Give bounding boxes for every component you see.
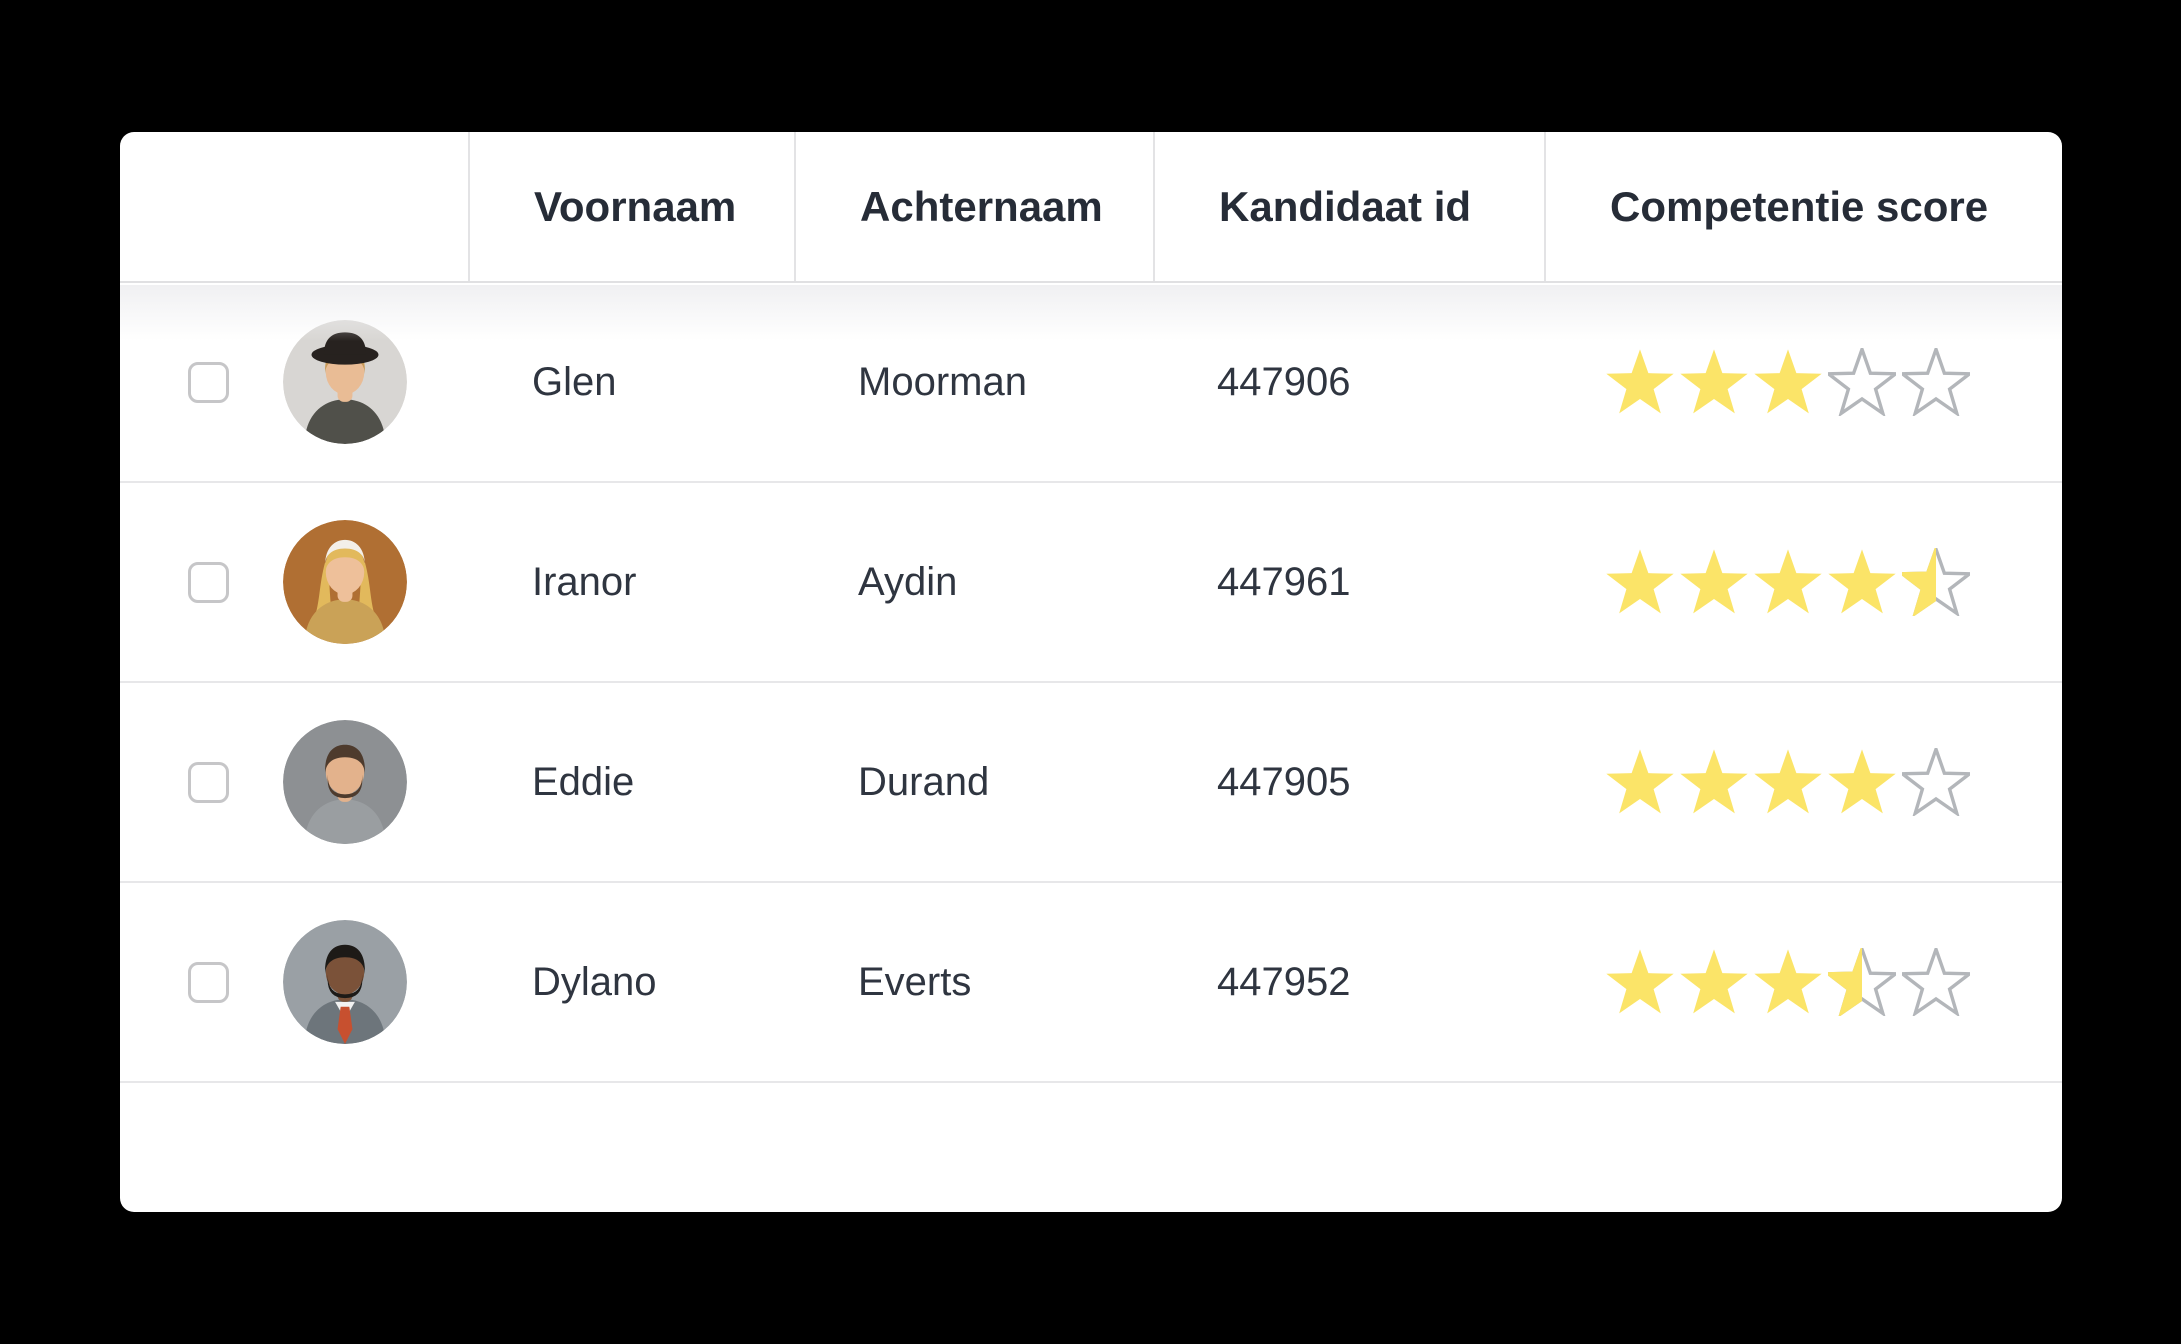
star-full-icon bbox=[1754, 949, 1822, 1014]
row-checkbox[interactable] bbox=[188, 361, 229, 403]
row-checkbox[interactable] bbox=[188, 561, 229, 603]
select-cell bbox=[120, 483, 468, 681]
star-full-icon bbox=[1754, 749, 1822, 814]
star-full-icon bbox=[1606, 549, 1674, 614]
column-header-kandidaat-id: Kandidaat id bbox=[1153, 132, 1544, 281]
kandidaat-id-cell: 447905 bbox=[1217, 759, 1351, 804]
candidate-table-card: Voornaam Achternaam Kandidaat id Compete… bbox=[120, 132, 2062, 1212]
star-empty-icon bbox=[1902, 748, 1970, 816]
achternaam-cell: Everts bbox=[858, 959, 972, 1004]
table-row: Iranor Aydin 447961 bbox=[120, 483, 2062, 683]
voornaam-cell: Iranor bbox=[532, 559, 637, 604]
competentie-score-rating bbox=[1544, 283, 2062, 481]
star-empty-icon bbox=[1902, 948, 1970, 1016]
avatar-photo bbox=[283, 520, 407, 644]
star-half-icon bbox=[1902, 548, 1970, 616]
star-full-icon bbox=[1828, 549, 1896, 614]
avatar bbox=[283, 320, 407, 444]
avatar bbox=[283, 520, 407, 644]
table-row: Eddie Durand 447905 bbox=[120, 683, 2062, 883]
achternaam-cell: Aydin bbox=[858, 559, 958, 604]
avatar-photo bbox=[283, 720, 407, 844]
column-header-select bbox=[120, 132, 468, 281]
column-header-achternaam: Achternaam bbox=[794, 132, 1153, 281]
voornaam-cell: Dylano bbox=[532, 959, 657, 1004]
select-cell bbox=[120, 883, 468, 1081]
competentie-score-rating bbox=[1544, 883, 2062, 1081]
voornaam-cell: Eddie bbox=[532, 759, 635, 804]
star-full-icon bbox=[1680, 749, 1748, 814]
column-header-voornaam: Voornaam bbox=[468, 132, 794, 281]
star-full-icon bbox=[1606, 349, 1674, 414]
star-full-icon bbox=[1680, 549, 1748, 614]
competentie-score-rating bbox=[1544, 683, 2062, 881]
star-full-icon bbox=[1754, 349, 1822, 414]
kandidaat-id-cell: 447906 bbox=[1217, 359, 1351, 404]
table-row: Dylano Everts 447952 bbox=[120, 883, 2062, 1083]
avatar bbox=[283, 920, 407, 1044]
star-full-icon bbox=[1606, 949, 1674, 1014]
star-half-icon bbox=[1828, 948, 1896, 1016]
kandidaat-id-cell: 447952 bbox=[1217, 959, 1351, 1004]
avatar-photo bbox=[283, 320, 407, 444]
star-empty-icon bbox=[1902, 348, 1970, 416]
competentie-score-rating bbox=[1544, 483, 2062, 681]
avatar bbox=[283, 720, 407, 844]
select-cell bbox=[120, 683, 468, 881]
achternaam-cell: Durand bbox=[858, 759, 990, 804]
select-cell bbox=[120, 283, 468, 481]
star-empty-icon bbox=[1828, 348, 1896, 416]
star-full-icon bbox=[1680, 349, 1748, 414]
voornaam-cell: Glen bbox=[532, 359, 617, 404]
table-body: Glen Moorman 447906 Iranor Aydin 447961 … bbox=[120, 283, 2062, 1083]
row-checkbox[interactable] bbox=[188, 761, 229, 803]
table-header: Voornaam Achternaam Kandidaat id Compete… bbox=[120, 132, 2062, 283]
row-checkbox[interactable] bbox=[188, 961, 229, 1003]
star-full-icon bbox=[1828, 749, 1896, 814]
achternaam-cell: Moorman bbox=[858, 359, 1027, 404]
star-full-icon bbox=[1754, 549, 1822, 614]
table-row: Glen Moorman 447906 bbox=[120, 283, 2062, 483]
avatar-photo bbox=[283, 920, 407, 1044]
star-full-icon bbox=[1606, 749, 1674, 814]
kandidaat-id-cell: 447961 bbox=[1217, 559, 1351, 604]
star-full-icon bbox=[1680, 949, 1748, 1014]
column-header-competentie-score: Competentie score bbox=[1544, 132, 2062, 281]
